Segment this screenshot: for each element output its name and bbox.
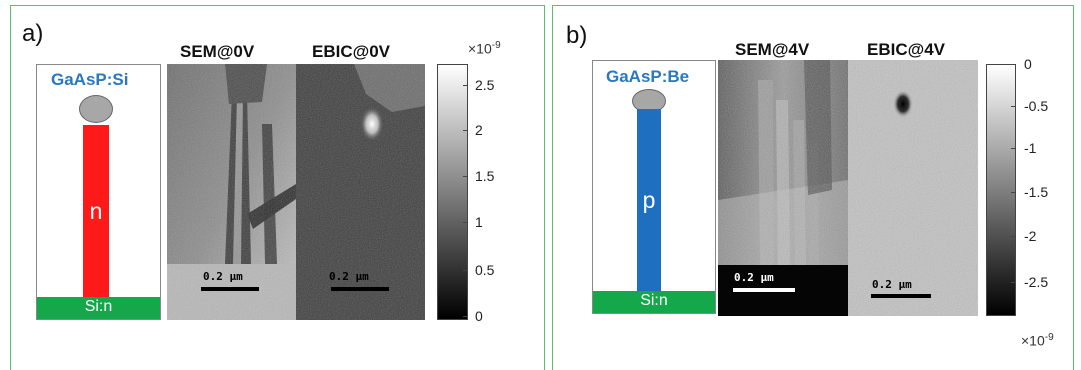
panel-b-colorbar-tick: 0 — [1024, 56, 1032, 72]
panel-a-colorbar-tick: 0.5 — [475, 262, 495, 278]
panel-b-sem-image: 0.2 µm — [718, 60, 848, 316]
panel-b-colorbar-exponent: ×10-9 — [1021, 332, 1054, 349]
panel-a-substrate: Si:n — [37, 297, 160, 319]
panel-b-material-label: GaAsP:Be — [606, 67, 690, 86]
panel-b-colorbar-tick: -2.5 — [1024, 274, 1049, 290]
panel-a-material-label: GaAsP:Si — [51, 70, 129, 89]
panel-b-frame — [552, 5, 1074, 370]
panel-a-ebic-image: 0.2 µm — [296, 64, 425, 320]
panel-b-ebic-graphic — [848, 60, 978, 316]
panel-a-sem-graphic — [167, 64, 296, 320]
panel-b-sem-title: SEM@4V — [735, 40, 810, 59]
panel-b-colorbar — [986, 64, 1016, 316]
panel-b-sem-graphic — [718, 60, 848, 316]
panel-a-sem-title: SEM@0V — [180, 42, 255, 61]
panel-b-colorbar-tick: -2 — [1024, 228, 1037, 244]
panel-a-colorbar-tick: 2.5 — [475, 77, 495, 93]
panel-b-sem-scalebar-label: 0.2 µm — [734, 271, 774, 284]
panel-a-colorbar-tick: 2 — [475, 122, 483, 138]
panel-a-sem-scalebar-label: 0.2 µm — [203, 270, 243, 283]
panel-b-nanowire: p — [637, 109, 661, 291]
panel-b-sem-scalebar — [733, 288, 795, 292]
panel-a-colorbar-tick: 0 — [475, 308, 483, 324]
panel-a-colorbar — [437, 64, 468, 320]
panel-a-schematic: GaAsP:Si n Si:n — [36, 64, 161, 320]
panel-b-colorbar-tick: -1 — [1024, 140, 1037, 156]
panel-b-schematic: GaAsP:Be p Si:n — [592, 60, 716, 314]
panel-a-sem-scalebar — [201, 287, 259, 291]
panel-b-ebic-image: 0.2 µm — [848, 60, 978, 316]
panel-a-ebic-scalebar — [331, 287, 389, 291]
panel-a-colorbar-exponent: ×10-9 — [468, 40, 501, 57]
panel-b-label: b) — [566, 22, 588, 49]
panel-a-colorbar-tick: 1 — [475, 214, 483, 230]
panel-a-colorbar-tick: 1.5 — [475, 168, 495, 184]
panel-a-nanowire-type: n — [89, 198, 103, 224]
panel-a-ebic-title: EBIC@0V — [312, 42, 390, 61]
panel-b-substrate: Si:n — [593, 291, 715, 313]
panel-a-nanowire: n — [83, 125, 109, 297]
panel-a-catalyst-droplet — [79, 95, 113, 123]
panel-b-ebic-scalebar — [871, 294, 931, 298]
panel-b-ebic-title: EBIC@4V — [867, 40, 945, 59]
panel-a-frame — [10, 5, 545, 370]
panel-b-ebic-scalebar-label: 0.2 µm — [872, 278, 912, 291]
panel-a-ebic-graphic — [296, 64, 425, 320]
panel-a-label: a) — [22, 20, 44, 47]
panel-b-colorbar-tick: -1.5 — [1024, 184, 1049, 200]
panel-a-sem-image: 0.2 µm — [167, 64, 296, 320]
panel-b-colorbar-tick: -0.5 — [1024, 98, 1049, 114]
panel-a-ebic-scalebar-label: 0.2 µm — [329, 270, 369, 283]
panel-b-nanowire-type: p — [642, 187, 656, 213]
